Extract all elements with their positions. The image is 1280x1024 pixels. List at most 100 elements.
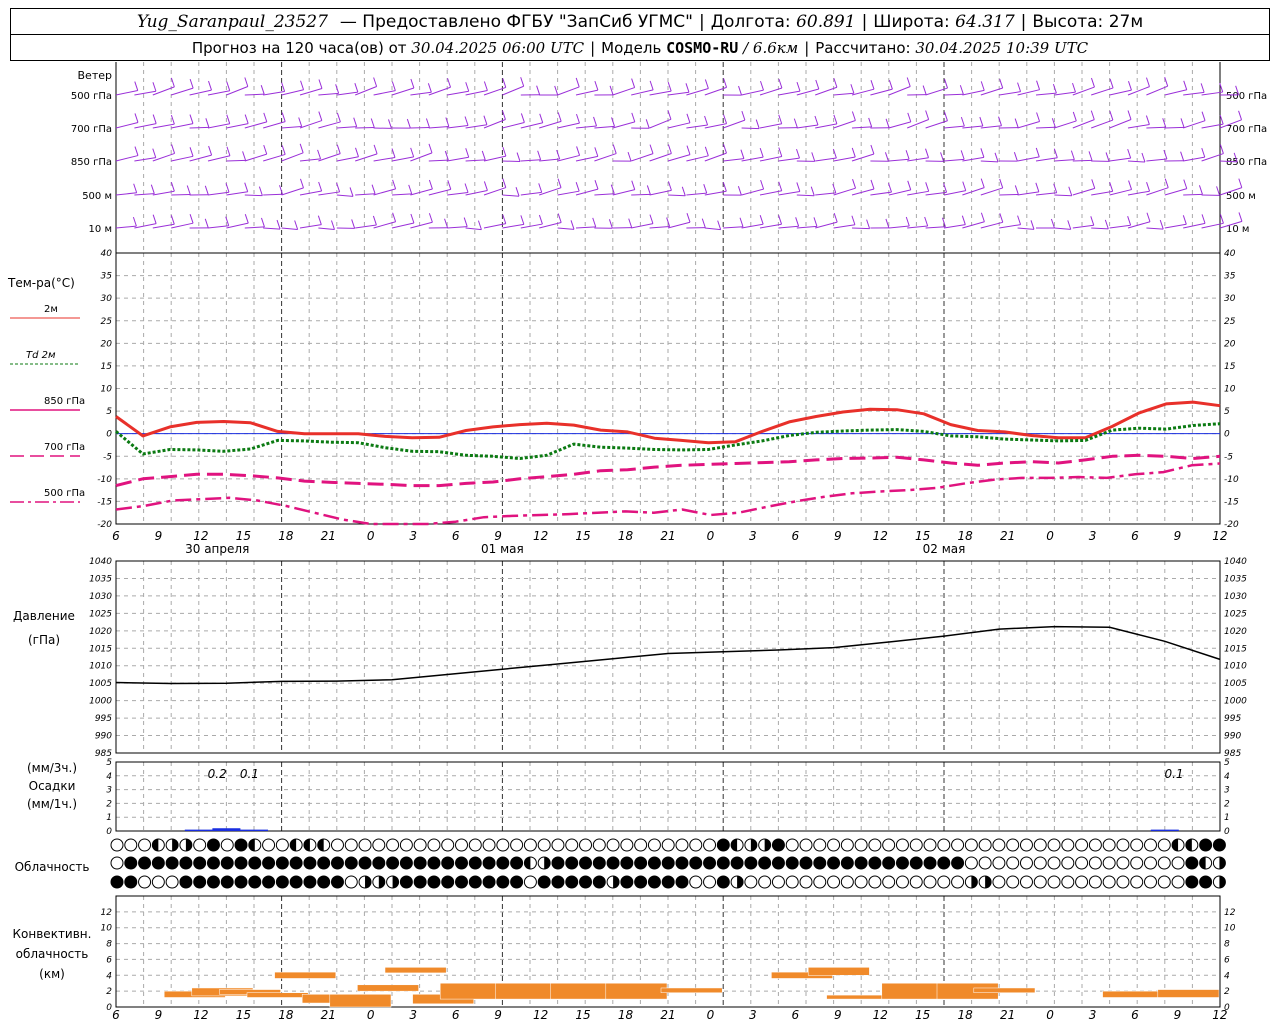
conv-x-tick: 12	[1212, 1008, 1227, 1022]
wind-barb-flag	[611, 117, 616, 127]
wind-barb-flag	[906, 77, 911, 87]
wind-barb-shaft	[281, 187, 304, 196]
cloud-symbol	[579, 875, 593, 889]
model-res: / 6.6км	[743, 38, 799, 57]
wind-barb-flag	[907, 180, 912, 190]
temp-tick-right: 40	[1224, 249, 1236, 259]
wind-barb-shaft	[962, 221, 985, 229]
conv-bar	[1157, 989, 1220, 998]
wind-barb-flag	[204, 218, 209, 228]
cloud-symbol	[482, 838, 496, 852]
wind-barb-flag	[447, 78, 452, 88]
cloud-symbol	[1088, 856, 1102, 870]
wind-barb-shaft	[207, 155, 231, 162]
wind-barb-shaft	[1109, 89, 1132, 96]
temp-legend-label: 700 гПа	[44, 442, 85, 453]
wind-barb-flag	[885, 218, 890, 229]
conv-tick-left: 2	[106, 987, 112, 997]
wind-barb-flag	[189, 78, 194, 89]
conv-x-tick: 12	[193, 1008, 208, 1022]
conv-x-tick: 6	[112, 1008, 120, 1022]
wind-barb-shaft	[355, 126, 375, 129]
conv-x-tick: 21	[1000, 1008, 1015, 1022]
prec-tick-left: 0	[106, 827, 112, 837]
temp-tick-right: 0	[1224, 430, 1230, 440]
wind-barb-flag	[594, 180, 599, 190]
wind-barb-flag	[628, 218, 633, 228]
wind-barb-shaft	[778, 190, 800, 196]
wind-barb-flag	[999, 78, 1004, 89]
cloud-symbol	[138, 875, 152, 889]
cloud-symbol	[1019, 875, 1033, 889]
cloud-symbol	[771, 856, 785, 870]
wind-barb-shaft	[778, 90, 801, 96]
cloud-symbol	[427, 875, 441, 889]
wind-barb-flag	[610, 184, 615, 194]
cloud-symbol	[468, 875, 482, 889]
pres-tick-left: 1025	[89, 609, 112, 619]
conv-title-2: облачность	[16, 947, 89, 961]
cloud-symbol	[1061, 856, 1075, 870]
conv-x-tick: 18	[958, 1008, 974, 1022]
wind-barb-flag	[170, 215, 175, 225]
temp-x-tick: 0	[1046, 529, 1054, 543]
wind-barb-shaft	[649, 153, 672, 162]
temp-tick-right: -15	[1224, 497, 1239, 507]
wind-barb-flag	[539, 113, 544, 123]
wind-barb-flag	[279, 185, 283, 195]
conv-bar	[1102, 990, 1165, 998]
wind-barb-flag	[336, 182, 341, 193]
cloud-symbol	[510, 856, 524, 870]
pres-ylabel: (гПа)	[28, 633, 60, 647]
wind-barb-flag	[681, 186, 686, 196]
wind-barb-shaft	[299, 120, 322, 129]
pres-tick-left: 1020	[89, 627, 112, 637]
wind-barb-flag	[263, 144, 268, 155]
temp-x-tick: 18	[278, 529, 294, 543]
cloud-symbol	[275, 856, 289, 870]
header-row-1: Yug_Saranpaul_23527 — Предоставлено ФГБУ…	[10, 8, 1270, 35]
wind-barb-shaft	[355, 86, 377, 96]
wind-barb-flag	[170, 182, 175, 192]
pres-line	[115, 625, 1221, 685]
wind-barb-flag	[833, 212, 838, 223]
wind-barb-shaft	[281, 89, 304, 96]
wind-barb-shaft	[1127, 190, 1150, 196]
panel-frame	[115, 252, 1221, 525]
wind-barb-shaft	[741, 127, 760, 130]
wind-barb-shaft	[980, 125, 1002, 129]
wind-barb-flag	[796, 81, 801, 92]
wind-barb-flag	[594, 80, 599, 91]
pres-tick-right: 1040	[1224, 557, 1247, 567]
cloud-symbol-half	[731, 839, 738, 851]
cloud-symbol	[868, 838, 882, 852]
wind-barb-shaft	[502, 121, 525, 129]
wind-barb-shaft	[723, 158, 744, 162]
wind-barb-shaft	[796, 225, 818, 229]
wind-barb-flag	[1017, 82, 1022, 92]
wind-barb-shaft	[1219, 119, 1242, 129]
wind-barb-shaft	[907, 225, 928, 229]
prec-tick-left: 3	[106, 786, 112, 796]
temp-x-tick: 6	[452, 529, 460, 543]
wind-barb-flag	[317, 149, 322, 160]
wind-barb-flag	[225, 183, 230, 193]
wind-barb-flag	[1052, 83, 1057, 94]
wind-barb-flag	[318, 79, 323, 89]
wind-barb-shaft	[373, 90, 396, 96]
cloud-symbol	[523, 875, 537, 889]
wind-barb-shaft	[447, 226, 468, 229]
wind-level-label-right: 500 м	[1226, 191, 1256, 202]
wind-barb-shaft	[980, 160, 999, 163]
wind-barb-flag	[444, 218, 449, 228]
temp-tick-left: -15	[97, 497, 112, 507]
wind-barb-shaft	[667, 154, 691, 162]
wind-barb-flag	[133, 183, 138, 193]
cloud-symbol	[785, 856, 799, 870]
wind-barb-flag	[1053, 183, 1058, 193]
panel-frame	[115, 761, 1221, 832]
wind-barb-shaft	[888, 225, 910, 229]
wind-barb-shaft	[1054, 120, 1077, 129]
temp-x-tick: 3	[749, 529, 757, 543]
wind-barb-flag	[538, 183, 543, 193]
